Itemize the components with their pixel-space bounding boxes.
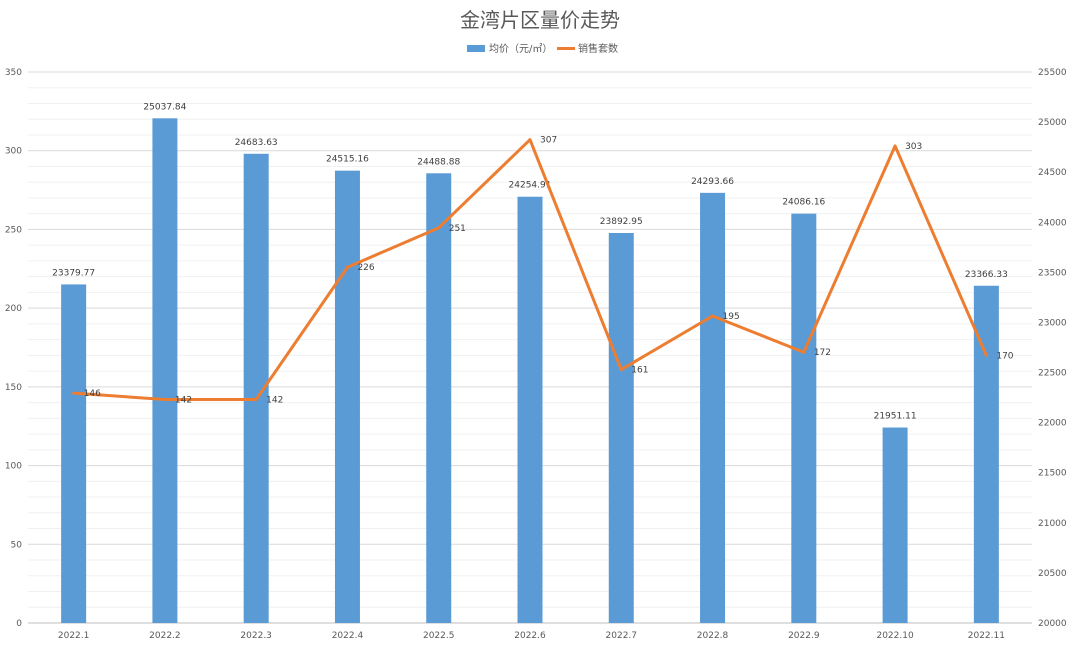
chart-title: 金湾片区量价走势 <box>460 8 620 32</box>
x-tick-label: 2022.10 <box>876 631 913 641</box>
x-tick-label: 2022.2 <box>149 631 181 641</box>
right-axis-ticks: 20000 20500 21000 21500 22000 22500 23000 23500… <box>1038 68 1067 629</box>
bar-label: 24254.91 <box>509 181 552 191</box>
line-label: 146 <box>84 389 101 399</box>
bar-label: 21951.11 <box>874 412 917 422</box>
left-tick-label: 100 <box>5 462 22 472</box>
bar-label: 25037.84 <box>143 102 186 112</box>
x-tick-label: 2022.1 <box>58 631 90 641</box>
line-label: 307 <box>540 136 557 146</box>
line-label: 172 <box>814 348 831 358</box>
left-axis-ticks: 0 50 100 150 200 250 300 350 <box>5 68 22 629</box>
bar-label: 24515.16 <box>326 155 369 165</box>
left-tick-label: 250 <box>5 225 22 235</box>
bar-2022.11 <box>973 285 999 623</box>
left-tick-label: 350 <box>5 68 22 78</box>
line-label: 170 <box>996 351 1013 361</box>
bar-2022.4 <box>334 170 360 623</box>
sales-point-2022.2 <box>163 397 167 401</box>
bar-label: 23366.33 <box>965 270 1008 280</box>
bar-label: 24683.63 <box>235 138 278 148</box>
legend: 均价（元/㎡） 销售套数 <box>467 42 618 55</box>
sales-point-2022.6 <box>528 138 532 142</box>
sales-point-2022.7 <box>619 368 623 372</box>
bar-2022.7 <box>608 232 634 623</box>
sales-point-2022.5 <box>437 226 441 230</box>
sales-point-2022.8 <box>711 314 715 318</box>
x-tick-label: 2022.11 <box>968 631 1005 641</box>
right-tick-label: 23000 <box>1038 318 1067 328</box>
x-tick-label: 2022.7 <box>606 631 638 641</box>
x-tick-label: 2022.6 <box>514 631 546 641</box>
legend-swatch-avg-price <box>467 45 485 52</box>
right-tick-label: 25500 <box>1038 68 1067 78</box>
right-tick-label: 21000 <box>1038 519 1067 529</box>
line-label: 195 <box>723 312 740 322</box>
x-tick-label: 2022.3 <box>240 631 272 641</box>
right-tick-label: 22500 <box>1038 369 1067 379</box>
line-data-labels: 146 142 142 226 251 307 161 195 172 303 170 <box>84 136 1014 406</box>
legend-label-sales: 销售套数 <box>578 42 618 55</box>
x-axis-ticks: 2022.1 2022.2 2022.3 2022.4 2022.5 2022.6 2022… <box>58 631 1005 641</box>
x-tick-label: 2022.5 <box>423 631 455 641</box>
line-label: 303 <box>905 142 922 152</box>
left-tick-label: 200 <box>5 304 22 314</box>
sales-point-2022.4 <box>345 265 349 269</box>
left-tick-label: 150 <box>5 383 22 393</box>
bar-label: 23379.77 <box>52 268 95 278</box>
right-tick-label: 25000 <box>1038 118 1067 128</box>
sales-point-2022.9 <box>802 350 806 354</box>
bar-label: 24293.66 <box>691 177 734 187</box>
legend-label-avg-price: 均价（元/㎡） <box>489 43 552 55</box>
right-tick-label: 20000 <box>1038 619 1067 629</box>
bar-2022.2 <box>152 118 178 624</box>
right-tick-label: 22000 <box>1038 419 1067 429</box>
bar-label: 24488.88 <box>417 157 460 167</box>
right-tick-label: 21500 <box>1038 469 1067 479</box>
bar-series <box>61 118 999 624</box>
sales-point-2022.3 <box>254 397 258 401</box>
bar-2022.6 <box>517 196 543 623</box>
x-tick-label: 2022.4 <box>332 631 364 641</box>
bar-2022.1 <box>61 284 87 623</box>
bar-2022.9 <box>791 213 817 624</box>
left-tick-label: 50 <box>11 540 23 550</box>
x-tick-label: 2022.8 <box>697 631 729 641</box>
sales-point-2022.1 <box>72 391 76 395</box>
sales-point-2022.11 <box>984 353 988 357</box>
line-label: 142 <box>266 395 283 405</box>
left-tick-label: 300 <box>5 147 22 157</box>
line-label: 251 <box>449 224 466 234</box>
bar-data-labels: 23379.77 25037.84 24683.63 24515.16 24488.88… <box>52 102 1008 421</box>
line-label: 161 <box>631 366 648 376</box>
right-tick-label: 23500 <box>1038 268 1067 278</box>
right-tick-label: 24500 <box>1038 168 1067 178</box>
bar-2022.8 <box>700 192 726 623</box>
right-tick-label: 20500 <box>1038 569 1067 579</box>
line-label: 226 <box>357 263 374 273</box>
right-tick-label: 24000 <box>1038 218 1067 228</box>
bar-label: 23892.95 <box>600 217 643 227</box>
line-series <box>72 138 988 401</box>
bar-2022.5 <box>426 173 452 623</box>
left-tick-label: 0 <box>16 619 22 629</box>
bar-label: 24086.16 <box>782 198 825 208</box>
line-label: 142 <box>175 395 192 405</box>
x-tick-label: 2022.9 <box>788 631 820 641</box>
bar-2022.10 <box>882 427 908 623</box>
sales-point-2022.10 <box>893 144 897 148</box>
